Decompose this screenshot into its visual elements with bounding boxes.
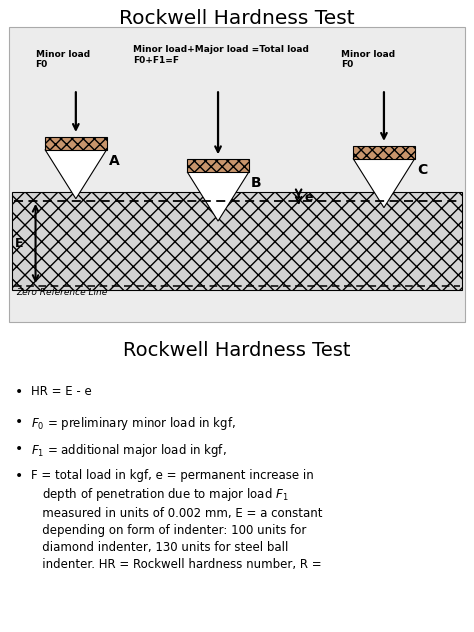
FancyBboxPatch shape [9, 27, 465, 322]
Text: •: • [15, 415, 23, 429]
Polygon shape [45, 150, 107, 198]
Text: Rockwell Hardness Test: Rockwell Hardness Test [119, 9, 355, 28]
Text: e: e [304, 191, 313, 204]
Bar [187, 159, 249, 172]
Text: Rockwell Hardness Test: Rockwell Hardness Test [123, 341, 351, 360]
Text: HR = E - e: HR = E - e [31, 386, 91, 398]
Text: $F_0$ = preliminary minor load in kgf,: $F_0$ = preliminary minor load in kgf, [31, 415, 236, 432]
Text: •: • [15, 442, 23, 456]
Bar [12, 192, 462, 290]
Bar [45, 137, 107, 150]
Text: •: • [15, 386, 23, 399]
Text: •: • [15, 469, 23, 483]
Polygon shape [187, 172, 249, 221]
Text: $F_1$ = additional major load in kgf,: $F_1$ = additional major load in kgf, [31, 442, 227, 459]
Bar [353, 146, 415, 159]
Text: F = total load in kgf, e = permanent increase in
   depth of penetration due to : F = total load in kgf, e = permanent inc… [31, 469, 322, 571]
Text: A: A [109, 154, 120, 168]
Text: C: C [417, 163, 428, 177]
Text: Minor load+Major load =Total load
F0+F1=F: Minor load+Major load =Total load F0+F1=… [133, 46, 309, 64]
Text: Zero Reference Line: Zero Reference Line [17, 288, 108, 297]
Text: Minor load
F0: Minor load F0 [341, 50, 395, 70]
Text: Minor load
F0: Minor load F0 [36, 50, 90, 70]
Text: B: B [251, 176, 262, 190]
Polygon shape [353, 159, 415, 208]
Text: E: E [15, 237, 24, 250]
